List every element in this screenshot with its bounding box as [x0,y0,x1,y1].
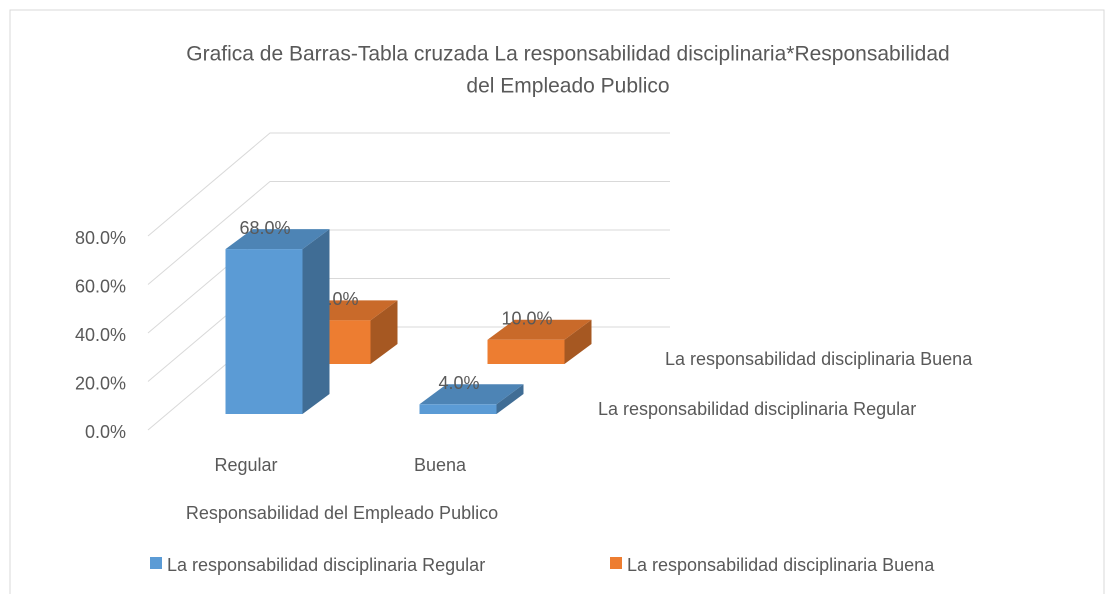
bar-top [419,384,524,405]
y-tick-label: 80.0% [75,228,126,248]
bar-side [496,384,524,414]
x-tick-label: Buena [414,455,467,475]
data-label: 4.0% [438,373,479,393]
depth-axis-label: La responsabilidad disciplinaria Buena [665,349,973,369]
bar [225,249,303,414]
legend-label: La responsabilidad disciplinaria Buena [627,555,935,575]
bar-top [225,229,330,250]
legend-label: La responsabilidad disciplinaria Regular [167,555,485,575]
y-tick-label: 60.0% [75,276,126,296]
bar [487,339,565,364]
x-tick-label: Regular [214,455,277,475]
y-tick-label: 40.0% [75,325,126,345]
data-label: 68.0% [239,218,290,238]
y-tick-label: 20.0% [75,373,126,393]
chart-title: Grafica de Barras-Tabla cruzada La respo… [186,43,949,66]
bar-side [302,229,330,414]
bar-side [564,319,592,364]
bar-side [370,300,398,364]
legend-swatch [150,557,162,569]
depth-axis-label: La responsabilidad disciplinaria Regular [598,399,916,419]
chart-border [9,9,1105,594]
bar-top [487,319,592,340]
data-label: 10.0% [501,309,552,329]
legend-swatch [610,557,622,569]
x-axis-title: Responsabilidad del Empleado Publico [186,503,498,523]
grid-line [147,132,670,237]
bar [419,404,497,414]
chart-title: del Empleado Publico [466,75,669,98]
y-tick-label: 0.0% [85,422,126,442]
grid-line [147,181,670,285]
